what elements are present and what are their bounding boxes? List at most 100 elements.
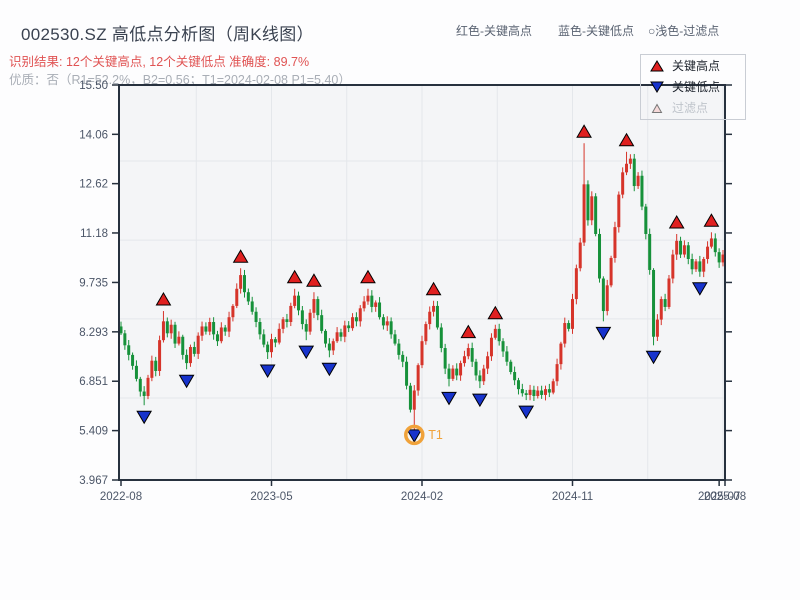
candle-body (250, 301, 254, 312)
candle-body (123, 333, 127, 346)
candle-body (428, 311, 432, 325)
candle-body (262, 334, 266, 345)
y-tick-label: 3.967 (79, 475, 108, 487)
candle-body (582, 184, 586, 243)
candle-body (574, 268, 578, 300)
candle-body (625, 163, 629, 173)
candle-body (543, 389, 547, 395)
candle-body (628, 158, 632, 164)
key-low-marker (321, 362, 338, 377)
candle-body (408, 385, 412, 410)
candle-body (536, 390, 540, 396)
candle-body (567, 323, 571, 329)
candle-body (682, 245, 686, 255)
candle-body (605, 285, 609, 312)
y-axis: 15.50 14.06 12.62 11.18 9.735 8.293 6.851 5.409… (79, 80, 732, 487)
candle-body (644, 206, 648, 234)
candle-body (158, 340, 162, 371)
candle-body (293, 295, 297, 306)
candle-body (721, 254, 725, 263)
candle-body (266, 344, 270, 353)
candle-body (119, 326, 123, 334)
gridlines (119, 85, 725, 480)
candle-body (378, 302, 382, 318)
key-high-marker (232, 249, 249, 263)
candle-body (405, 361, 409, 386)
y-tick-label: 8.293 (79, 327, 108, 339)
candle-body (690, 258, 694, 270)
candle-body (289, 305, 293, 323)
candle-body (351, 317, 355, 329)
candle-body (192, 347, 196, 354)
candle-body (520, 389, 524, 394)
candle-body (459, 363, 463, 376)
key-low-marker (691, 282, 708, 296)
candle-body (277, 328, 281, 343)
key-high-triangle-icon (650, 59, 664, 71)
candle-body (571, 299, 574, 329)
candle-body (242, 275, 246, 293)
candle-body (686, 245, 690, 259)
candle-body (621, 172, 625, 195)
key-low-triangle-icon (650, 81, 664, 93)
candle-body (586, 184, 590, 221)
candle-body (254, 311, 258, 323)
candle-body (609, 257, 613, 286)
candles (119, 143, 725, 431)
legend-key-high-label: 关键高点 (672, 59, 721, 73)
candle-body (366, 295, 370, 302)
candle-body (451, 368, 455, 379)
candle-body (308, 312, 312, 332)
candle-body (165, 321, 169, 334)
candle-body (489, 337, 493, 357)
candle-body (655, 319, 659, 337)
candle-body (181, 336, 185, 355)
candle-body (493, 328, 497, 338)
key-high-marker (425, 281, 442, 296)
candle-body (516, 380, 520, 390)
candle-body (285, 319, 289, 323)
candle-body (300, 310, 304, 325)
candle-body (486, 356, 490, 369)
candle-body (524, 393, 528, 395)
key-high-marker (306, 273, 322, 287)
candle-body (370, 295, 374, 307)
candle-body (204, 326, 208, 332)
candle-body (501, 341, 505, 352)
candle-body (324, 330, 328, 344)
candle-body (648, 233, 652, 270)
candle-body (212, 322, 216, 335)
candle-body (424, 324, 428, 342)
key-high-marker (460, 324, 477, 339)
candle-body (443, 348, 447, 369)
x-axis: 2022-08 2023-05 2024-02 2024-11 2025-072025-… (100, 480, 746, 503)
candle-body (270, 339, 273, 353)
candle-body (713, 238, 717, 253)
candle-body (416, 365, 420, 391)
candle-body (343, 325, 347, 337)
candle-body (528, 389, 532, 395)
candle-body (640, 175, 644, 207)
x-tick-label: 2024-02 (401, 491, 443, 503)
key-high-marker (703, 213, 720, 227)
quality-text: 优质：否（R1=52.2%，B2=0.56；T1=2024-02-08 P1=5… (9, 73, 351, 87)
candle-body (150, 360, 154, 378)
candle-body (679, 240, 683, 255)
header-legend-filter-note: ○浅色-过滤点 (648, 24, 720, 38)
candle-body (663, 299, 667, 307)
candle-body (231, 305, 235, 318)
candle-body (509, 361, 513, 373)
candle-body (188, 347, 192, 364)
candle-body (177, 336, 181, 344)
candle-body (632, 158, 636, 187)
candle-body (173, 324, 177, 344)
candle-body (185, 354, 189, 364)
candle-body (239, 275, 243, 289)
key-high-marker (286, 269, 303, 284)
key-low-marker (472, 393, 488, 408)
candle-body (304, 324, 308, 332)
candle-body (320, 315, 324, 331)
candle-body (717, 252, 721, 263)
candle-body (613, 227, 617, 258)
